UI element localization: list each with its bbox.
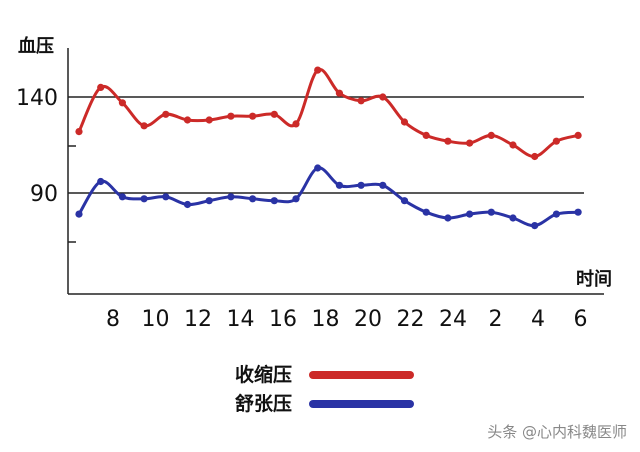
systolic-series-line [77, 67, 579, 158]
x-tick-labels: 8 10 12 14 16 18 20 22 24 2 4 6 [106, 307, 588, 332]
x-tick-label: 14 [227, 307, 255, 332]
systolic-data-point [162, 110, 170, 118]
legend: 收缩压 舒张压 [235, 363, 414, 415]
systolic-data-point [140, 122, 148, 130]
legend-label-systolic: 收缩压 [235, 363, 292, 386]
x-tick-label: 8 [106, 307, 120, 332]
diastolic-data-point [249, 195, 257, 203]
diastolic-data-point [509, 214, 517, 222]
systolic-data-point [249, 112, 257, 120]
systolic-data-point [400, 118, 409, 126]
systolic-data-point [444, 137, 452, 145]
x-tick-label: 18 [312, 307, 340, 332]
diastolic-data-point [552, 210, 561, 218]
legend-label-diastolic: 舒张压 [235, 392, 292, 415]
diastolic-data-point [75, 210, 83, 218]
diastolic-data-point [140, 195, 148, 203]
x-tick-label: 20 [354, 307, 382, 332]
systolic-data-point [292, 120, 300, 128]
systolic-data-point [509, 141, 517, 149]
diastolic-data-point [314, 164, 322, 172]
y-axis-title: 血压 [18, 35, 54, 57]
systolic-data-point [531, 152, 539, 161]
diastolic-data-point [118, 193, 126, 201]
diastolic-data-point [466, 210, 474, 218]
systolic-data-point [227, 112, 235, 120]
systolic-data-point [487, 131, 495, 139]
diastolic-data-point [357, 181, 365, 189]
diastolic-data-point [335, 181, 343, 189]
diastolic-data-point [270, 197, 278, 205]
diastolic-data-point [183, 200, 192, 209]
y-tick-label-140: 140 [16, 86, 58, 111]
systolic-data-point [183, 116, 192, 124]
x-tick-label: 6 [574, 307, 588, 332]
systolic-data-point [118, 99, 126, 107]
systolic-data-point [205, 116, 213, 124]
diastolic-data-point [227, 193, 235, 201]
systolic-data-point [335, 89, 343, 97]
diastolic-series-line [77, 166, 579, 228]
series-layer [75, 66, 582, 230]
systolic-data-point [574, 131, 582, 139]
systolic-data-point [97, 83, 105, 91]
systolic-data-point [270, 110, 278, 118]
systolic-data-point [75, 128, 83, 136]
diastolic-data-point [97, 177, 105, 186]
y-tick-label-90: 90 [30, 182, 58, 207]
x-axis-title: 时间 [576, 269, 612, 290]
x-tick-label: 24 [439, 307, 467, 332]
systolic-data-point [422, 131, 430, 139]
diastolic-data-point [400, 197, 409, 205]
x-tick-label: 16 [269, 307, 297, 332]
diastolic-data-point [487, 208, 495, 216]
x-tick-label: 10 [142, 307, 170, 332]
diastolic-data-point [292, 195, 300, 203]
x-tick-label: 12 [184, 307, 212, 332]
x-tick-label: 22 [397, 307, 425, 332]
systolic-data-point [379, 93, 387, 101]
watermark: 头条 @心内科魏医师 [487, 423, 627, 441]
x-tick-label: 4 [531, 307, 545, 332]
diastolic-data-point [379, 181, 387, 189]
systolic-data-point [466, 139, 474, 147]
diastolic-data-point [574, 208, 582, 216]
systolic-data-point [314, 66, 322, 74]
diastolic-data-point [422, 208, 430, 216]
x-tick-label: 2 [489, 307, 503, 332]
diastolic-data-point [205, 197, 213, 205]
diastolic-data-point [162, 193, 170, 201]
systolic-data-point [552, 137, 561, 145]
systolic-data-point [357, 97, 365, 105]
diastolic-data-point [444, 214, 452, 222]
diastolic-data-point [531, 222, 539, 230]
